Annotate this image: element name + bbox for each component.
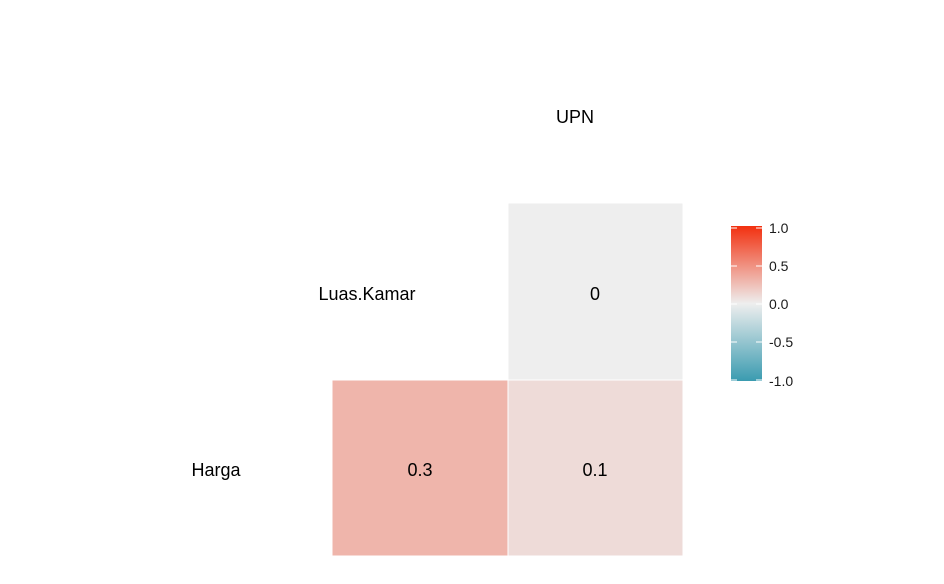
cell-label-harga-upn: 0.1 bbox=[582, 460, 607, 480]
cell-luaskamar-upn bbox=[507, 202, 684, 381]
row-label-harga: Harga bbox=[191, 460, 241, 480]
cell-harga-luaskamar bbox=[331, 379, 509, 557]
column-label-upn: UPN bbox=[556, 107, 594, 127]
legend-tick-label-0: 0.0 bbox=[769, 296, 789, 312]
cell-label-luaskamar-upn: 0 bbox=[590, 284, 600, 304]
legend-tick-label-05: 0.5 bbox=[769, 258, 789, 274]
legend-tick-label-m05: -0.5 bbox=[769, 334, 793, 350]
legend-tick-label-m1: -1.0 bbox=[769, 373, 793, 389]
row-label-luas-kamar: Luas.Kamar bbox=[318, 284, 415, 304]
cell-harga-upn bbox=[507, 379, 684, 557]
cell-label-harga-luaskamar: 0.3 bbox=[407, 460, 432, 480]
legend-tick-marks bbox=[731, 227, 762, 381]
legend-tick-label-1: 1.0 bbox=[769, 220, 789, 236]
